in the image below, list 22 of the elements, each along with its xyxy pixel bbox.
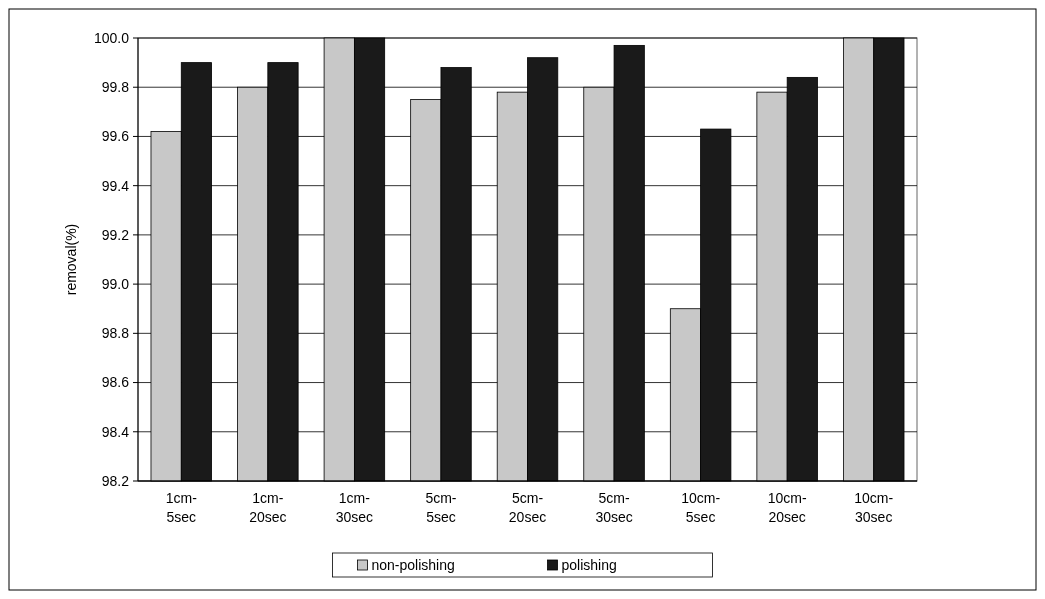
x-tick-label: 5cm-20sec: [508, 490, 547, 525]
x-tick-label: 10cm-30sec: [854, 490, 894, 525]
legend-label: non-polishing: [371, 556, 455, 573]
x-tick-label: 5cm-30sec: [595, 490, 633, 525]
y-tick-label: 99.8: [101, 79, 130, 96]
y-axis-title: removal(%): [63, 223, 79, 296]
x-tick-label: 1cm-30sec: [335, 490, 374, 525]
y-tick-label: 100.0: [93, 29, 130, 46]
y-tick-label: 98.4: [101, 423, 130, 440]
y-tick-label: 98.2: [101, 472, 130, 489]
y-tick-label: 98.6: [101, 374, 130, 391]
y-tick-label: 99.0: [101, 276, 130, 293]
y-tick-label: 99.6: [101, 128, 130, 145]
x-tick-label: 10cm-5sec: [681, 490, 721, 525]
y-tick-label: 99.2: [101, 226, 130, 243]
legend-label: polishing: [561, 556, 617, 573]
x-tick-label: 1cm-20sec: [249, 490, 287, 525]
x-tick-label: 5cm-5sec: [425, 490, 457, 525]
x-tick-label: 10cm-20sec: [767, 490, 807, 525]
y-tick-label: 98.8: [101, 325, 130, 342]
y-tick-label: 99.4: [101, 177, 130, 194]
x-tick-label: 1cm-5sec: [165, 490, 198, 525]
